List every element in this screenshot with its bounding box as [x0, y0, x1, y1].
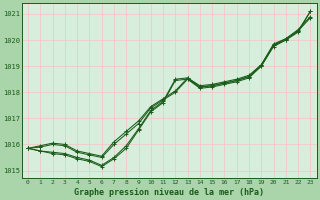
X-axis label: Graphe pression niveau de la mer (hPa): Graphe pression niveau de la mer (hPa): [74, 188, 264, 197]
